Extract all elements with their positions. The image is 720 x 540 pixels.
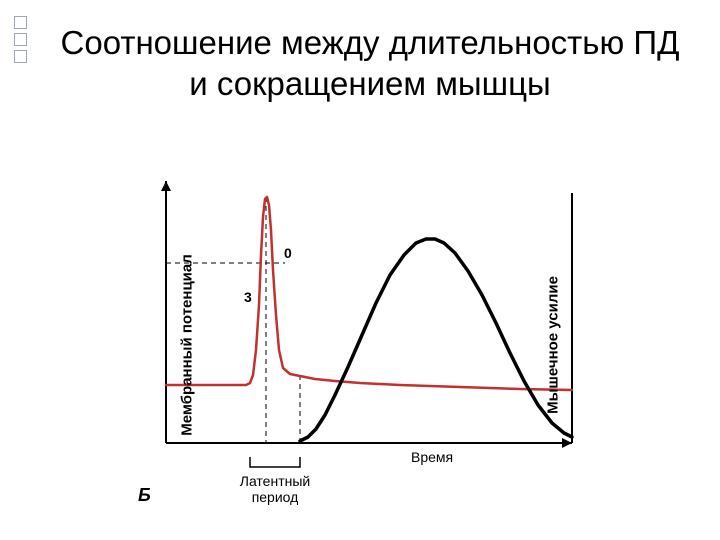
y-axis-right-label: Мышечное усилие (545, 276, 562, 414)
annotation-3: 3 (244, 289, 252, 305)
latent-period-label: Латентный период (230, 473, 320, 505)
y-axis-left-label: Мембранный потенциал (178, 254, 195, 436)
corner-label: Б (138, 485, 151, 506)
chart-container: Мембранный потенциал Мышечное усилие 0 3… (120, 175, 600, 515)
decor-bullet (14, 33, 27, 46)
decor-bullet (14, 50, 27, 63)
series-action_potential (166, 197, 572, 390)
decor-bullet (14, 16, 27, 29)
series-muscle_force (300, 239, 572, 441)
decor-bullets (14, 16, 27, 67)
x-axis-label: Время (411, 449, 453, 465)
zero-marker-label: 0 (284, 245, 292, 261)
page-title: Соотношение между длительностью ПД и сок… (60, 22, 680, 105)
